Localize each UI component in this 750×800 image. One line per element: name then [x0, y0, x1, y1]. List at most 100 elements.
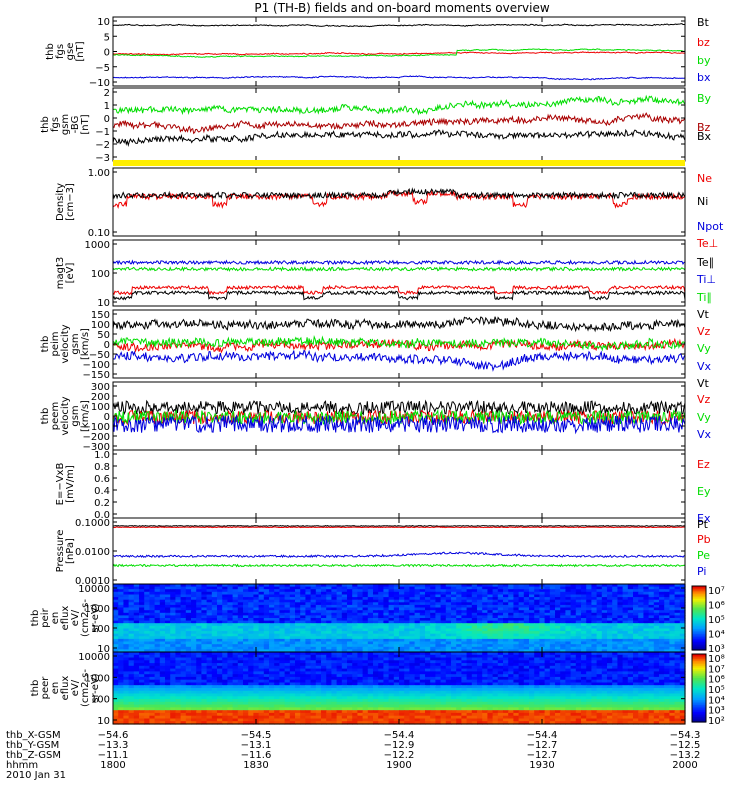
ytick-label: −100 [83, 422, 110, 433]
spectrogram-cell [352, 668, 358, 672]
spectrogram-cell [565, 660, 572, 664]
spectrogram-cell [529, 682, 535, 686]
spectrogram-cell [399, 612, 405, 616]
spectrogram-cell [518, 631, 525, 635]
spectrogram-cell [653, 693, 660, 697]
spectrogram-cell [419, 599, 426, 603]
spectrogram-cell [113, 674, 119, 678]
spectrogram-cell [310, 674, 317, 678]
spectrogram-cell [669, 657, 676, 661]
spectrogram-cell [492, 612, 499, 616]
spectrogram-cell [253, 690, 260, 695]
spectrogram-cell [575, 657, 582, 661]
spectrogram-cell [123, 660, 130, 664]
spectrogram-cell [664, 631, 670, 635]
spectrogram-cell [549, 618, 556, 622]
spectrogram-cell [534, 690, 540, 695]
spectrogram-cell [393, 602, 400, 606]
spectrogram-cell [206, 599, 213, 603]
spectrogram-cell [118, 607, 124, 611]
spectrogram-cell [274, 641, 280, 645]
spectrogram-cell [341, 690, 348, 695]
spectrogram-cell [425, 594, 431, 598]
spectrogram-cell [513, 586, 520, 590]
spectrogram-cell [289, 602, 296, 606]
spectrogram-cell [414, 652, 421, 656]
spectrogram-cell [435, 646, 442, 650]
spectrogram-cell [575, 663, 582, 667]
spectrogram-cell [362, 644, 369, 648]
spectrogram-cell [419, 620, 426, 624]
spectrogram-cell [305, 693, 312, 697]
spectrogram-cell [269, 693, 275, 697]
spectrogram-cell [607, 679, 613, 684]
spectrogram-cell [269, 620, 275, 624]
spectrogram-cell [409, 597, 416, 601]
spectrogram-cell [659, 625, 665, 629]
spectrogram-cell [643, 693, 650, 697]
spectrogram-cell [513, 663, 520, 667]
spectrogram-cell [679, 649, 686, 653]
spectrogram-cell [357, 641, 364, 645]
spectrogram-cell [180, 688, 187, 692]
spectrogram-cell [170, 597, 176, 601]
spectrogram-cell [321, 618, 327, 622]
spectrogram-cell [664, 660, 670, 664]
spectrogram-cell [196, 633, 202, 637]
spectrogram-cell [679, 612, 686, 616]
spectrogram-cell [347, 610, 353, 614]
spectrogram-cell [492, 597, 499, 601]
ytick-label: −2 [95, 140, 110, 151]
spectrogram-cell [607, 693, 613, 697]
spectrogram-cell [503, 618, 509, 622]
spectrogram-cell [612, 591, 618, 595]
spectrogram-cell [367, 623, 374, 627]
spectrogram-cell [518, 646, 525, 650]
spectrogram-cell [534, 668, 540, 672]
colorbar-label: 10⁵ [708, 615, 725, 626]
spectrogram-cell [393, 623, 400, 627]
spectrogram-cell [211, 676, 218, 681]
spectrogram-cell [435, 631, 442, 635]
spectrogram-cell [565, 674, 572, 678]
spectrogram-cell [347, 690, 353, 695]
spectrogram-cell [570, 610, 577, 614]
spectrogram-cell [191, 618, 197, 622]
spectrogram-cell [419, 628, 426, 632]
spectrogram-cell [622, 628, 629, 632]
spectrogram-cell [201, 620, 208, 624]
spectrogram-cell [191, 623, 197, 627]
spectrogram-cell [523, 607, 530, 611]
spectrogram-cell [123, 589, 130, 593]
spectrogram-cell [305, 604, 312, 609]
spectrogram-cell [165, 586, 171, 590]
spectrogram-cell [185, 633, 192, 637]
spectrogram-cell [575, 591, 582, 595]
spectrogram-cell [388, 638, 395, 643]
spectrogram-cell [289, 594, 296, 598]
spectrogram-cell [133, 693, 140, 697]
spectrogram-cell [596, 652, 603, 656]
spectrogram-cell [591, 649, 598, 653]
spectrogram-cell [185, 636, 192, 640]
spectrogram-cell [388, 620, 395, 624]
spectrogram-cell [289, 676, 296, 681]
spectrogram-cell [388, 631, 395, 635]
spectrogram-cell [399, 620, 405, 624]
spectrogram-cell [336, 649, 343, 653]
spectrogram-cell [196, 610, 202, 614]
spectrogram-cell [279, 674, 286, 678]
spectrogram-cell [326, 638, 332, 643]
spectrogram-cell [315, 607, 322, 611]
spectrogram-cell [461, 586, 468, 590]
spectrogram-cell [331, 663, 338, 667]
spectrogram-cell [622, 623, 629, 627]
spectrogram-cell [471, 660, 478, 664]
spectrogram-cell [627, 674, 634, 678]
spectrogram-cell [461, 641, 468, 645]
spectrogram-cell [565, 623, 572, 627]
spectrogram-cell [315, 618, 322, 622]
spectrogram-cell [440, 654, 447, 659]
spectrogram-cell [180, 597, 187, 601]
spectrogram-cell [575, 623, 582, 627]
